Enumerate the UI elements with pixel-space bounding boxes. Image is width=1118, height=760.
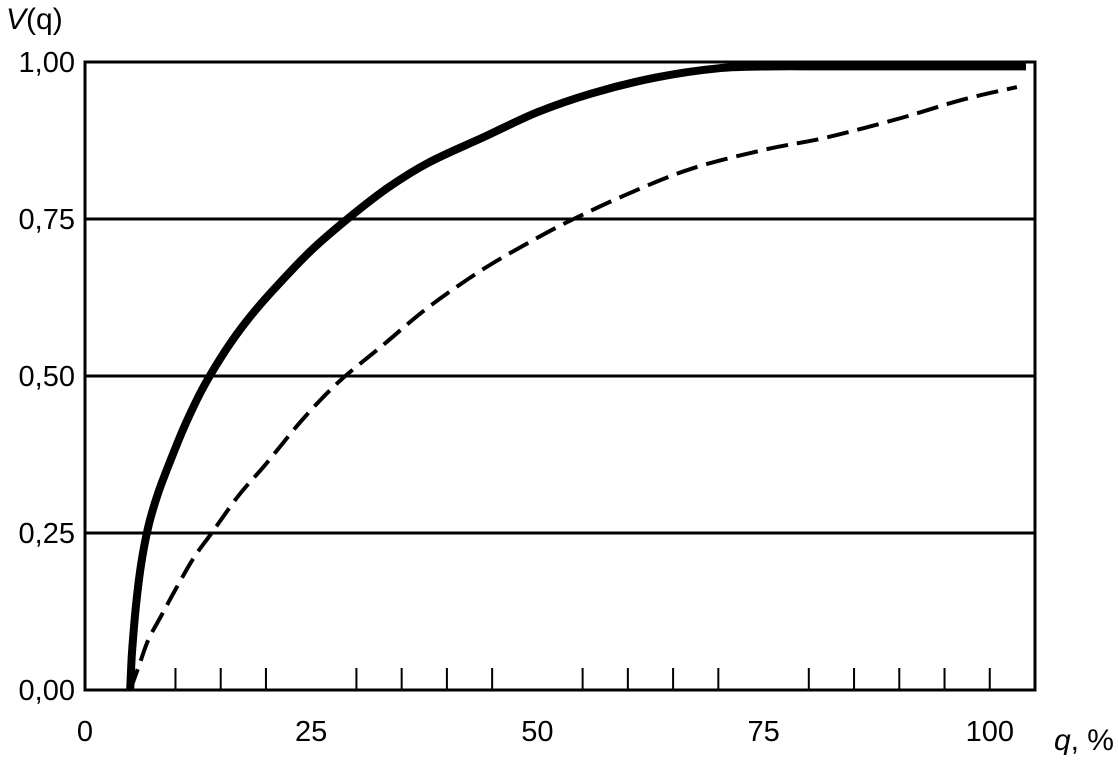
y-tick-label: 0,00 [19, 675, 75, 707]
x-axis-label: q, % [1054, 724, 1114, 755]
x-tick-label: 0 [77, 716, 93, 748]
y-axis-label-rest: (q) [26, 3, 63, 36]
x-axis-label-variable: q [1054, 724, 1071, 755]
x-tick-label: 100 [966, 716, 1014, 748]
y-tick-label: 0,25 [19, 518, 75, 550]
y-tick-label: 0,75 [19, 204, 75, 236]
series-line-dashed [128, 85, 1018, 691]
plot-frame [83, 60, 1037, 692]
y-axis-label: V(q) [6, 3, 63, 36]
tick-labels: 0,00 0,25 0,50 0,75 1,00 0 25 50 75 100 [19, 47, 1014, 748]
series-line-solid [126, 62, 1026, 691]
axis-ticks [129, 668, 991, 690]
y-axis-label-variable: V [6, 3, 29, 36]
y-tick-label: 1,00 [19, 47, 75, 79]
x-tick-label: 25 [295, 716, 327, 748]
series-lines [126, 62, 1026, 691]
x-tick-label: 50 [521, 716, 553, 748]
x-tick-label: 75 [747, 716, 779, 748]
grid-lines [85, 217, 1035, 535]
x-axis-label-rest: , % [1071, 724, 1114, 755]
y-tick-label: 0,50 [19, 361, 75, 393]
